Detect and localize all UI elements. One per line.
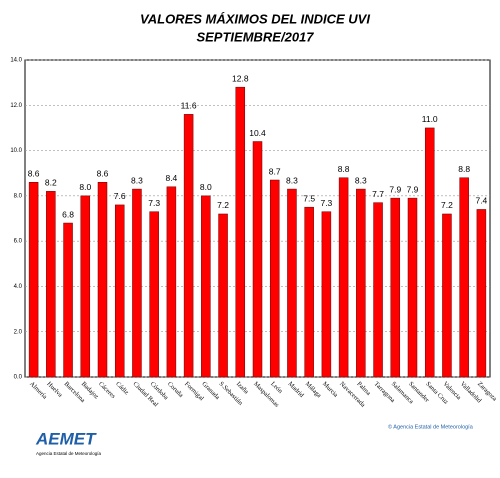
data-label: 7.2 xyxy=(217,200,229,210)
data-label: 10.4 xyxy=(249,128,266,138)
bar xyxy=(338,177,349,378)
data-label: 8.8 xyxy=(458,164,470,174)
data-label: 7.4 xyxy=(475,196,487,206)
bar xyxy=(476,209,487,378)
bar xyxy=(28,182,39,378)
data-label: 7.3 xyxy=(148,198,160,208)
y-tick-label: 4.0 xyxy=(14,284,23,290)
bar xyxy=(46,191,56,378)
y-tick-label: 12.0 xyxy=(10,103,22,109)
data-label: 8.6 xyxy=(97,169,109,179)
x-tick-label: Cáceres xyxy=(97,381,117,401)
logo: AEMET xyxy=(35,429,97,448)
data-label: 7.9 xyxy=(389,184,401,194)
x-tick-label: Almería xyxy=(28,381,48,401)
bar xyxy=(63,222,73,378)
x-tick-label: León xyxy=(269,381,284,396)
data-label: 7.5 xyxy=(303,193,315,203)
chart-title: VALORES MÁXIMOS DEL INDICE UVI xyxy=(140,11,370,26)
x-tick-label: Huelva xyxy=(45,381,63,399)
chart-subtitle: SEPTIEMBRE/2017 xyxy=(196,29,314,44)
credit: © Agencia Estatal de Meteorología xyxy=(388,423,474,430)
bar xyxy=(114,204,125,378)
data-label: 8.7 xyxy=(269,166,281,176)
y-tick-label: 2.0 xyxy=(14,329,23,335)
bar xyxy=(201,195,211,378)
bar xyxy=(235,86,246,378)
bar xyxy=(287,188,297,378)
data-label: 8.3 xyxy=(286,175,298,185)
data-label: 11.6 xyxy=(181,101,197,111)
y-tick-label: 10.0 xyxy=(10,148,22,154)
bar xyxy=(149,211,159,378)
data-label: 8.4 xyxy=(165,173,177,183)
data-label: 8.6 xyxy=(28,169,40,179)
data-label: 8.0 xyxy=(200,182,212,192)
data-label: 11.0 xyxy=(422,114,438,124)
bar xyxy=(252,141,263,378)
bar xyxy=(373,202,383,378)
bar xyxy=(218,213,228,378)
y-tick-label: 8.0 xyxy=(14,193,23,199)
y-tick-label: 6.0 xyxy=(14,239,23,245)
x-tick-label: Murcia xyxy=(321,381,339,399)
data-label: 7.3 xyxy=(320,198,332,208)
bar xyxy=(321,211,332,378)
x-tick-label: Izaña xyxy=(235,381,250,396)
data-label: 8.2 xyxy=(45,178,57,188)
data-label: 8.8 xyxy=(338,164,350,174)
data-label: 12.8 xyxy=(232,73,249,83)
data-label: 7.7 xyxy=(372,189,384,199)
bar xyxy=(166,186,177,378)
data-label: 8.3 xyxy=(355,175,367,185)
logo-caption: Agencia Estatal de Meteorología xyxy=(36,451,102,456)
bar xyxy=(424,127,435,378)
y-tick-label: 14.0 xyxy=(10,58,22,64)
bar xyxy=(97,182,108,378)
data-label: 7.9 xyxy=(407,184,419,194)
data-label: 7.2 xyxy=(441,200,453,210)
data-label: 8.3 xyxy=(131,175,143,185)
bar xyxy=(407,197,418,378)
data-label: 8.0 xyxy=(79,182,91,192)
bar xyxy=(459,177,469,378)
data-label: 6.8 xyxy=(62,209,74,219)
bar xyxy=(132,188,142,378)
data-label: 7.6 xyxy=(114,191,126,201)
bar xyxy=(442,213,452,378)
bar xyxy=(80,195,91,378)
bar xyxy=(183,114,194,378)
bar xyxy=(356,188,366,378)
bar xyxy=(304,206,314,378)
x-tick-label: Málaga xyxy=(304,381,323,400)
x-tick-label: Madrid xyxy=(286,381,305,400)
y-tick-label: 0.0 xyxy=(14,375,23,381)
bar xyxy=(390,197,401,378)
bar xyxy=(269,179,280,378)
